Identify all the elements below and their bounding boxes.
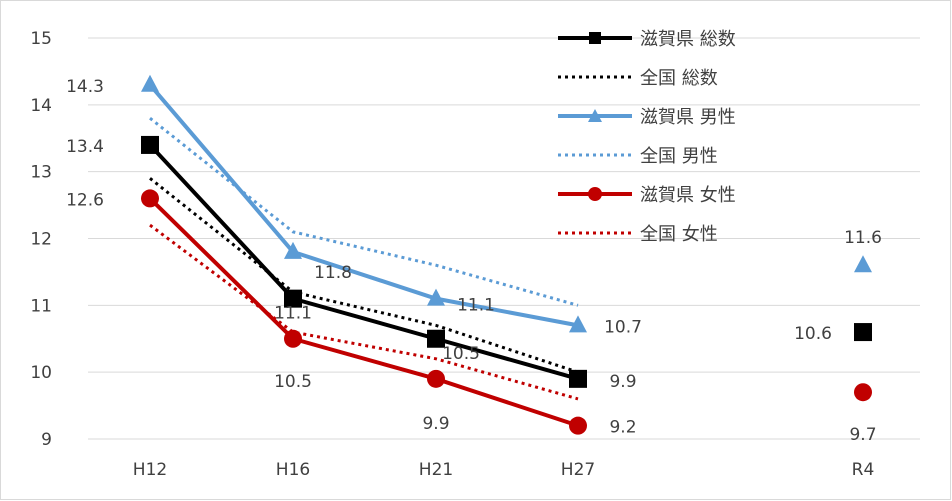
- x-tick-label: H21: [419, 460, 453, 480]
- x-tick-label: H16: [276, 460, 310, 480]
- data-label: 11.8: [314, 263, 352, 283]
- data-label: 9.9: [609, 372, 636, 392]
- data-point-triangle: [427, 288, 445, 306]
- series-5: [141, 189, 872, 435]
- data-label: 9.7: [849, 425, 876, 445]
- data-point-triangle: [284, 241, 302, 259]
- legend-entry: 滋賀県 女性: [558, 185, 736, 206]
- data-label: 11.1: [457, 296, 495, 316]
- series-1: [141, 135, 872, 388]
- series-2: [149, 177, 579, 374]
- data-label: 9.2: [609, 418, 636, 438]
- y-tick-label: 15: [30, 29, 52, 49]
- series-line: [148, 83, 579, 328]
- legend-label: 滋賀県 総数: [640, 29, 736, 50]
- data-label: 11.1: [274, 304, 312, 324]
- data-label: 14.3: [66, 77, 104, 97]
- data-point-triangle: [569, 315, 587, 333]
- data-point-square: [427, 329, 445, 348]
- x-tick-label: H12: [133, 460, 167, 480]
- data-point-circle: [141, 189, 159, 208]
- y-tick-label: 11: [30, 296, 52, 316]
- data-label: 9.9: [422, 414, 449, 434]
- series-line: [148, 196, 579, 428]
- legend-label: 滋賀県 女性: [640, 185, 736, 206]
- data-labels: 13.4 11.1 10.5 9.9 10.6 14.3 11.8 11.1 10.7 11.6 1…: [66, 77, 882, 445]
- series-4: [149, 117, 579, 307]
- data-point-square: [854, 323, 872, 342]
- series-line: [149, 117, 579, 307]
- data-point-square: [141, 135, 159, 154]
- legend-marker: [588, 109, 602, 122]
- legend-label: 全国 女性: [640, 224, 718, 245]
- data-point-triangle: [854, 255, 872, 273]
- y-tick-label: 12: [30, 230, 52, 250]
- series-3: [141, 74, 872, 333]
- legend-marker: [589, 32, 601, 44]
- legend-entry: 滋賀県 男性: [558, 107, 736, 128]
- legend-entry: 滋賀県 総数: [558, 29, 736, 50]
- y-tick-label: 13: [30, 163, 52, 183]
- data-label: 11.6: [844, 228, 882, 248]
- data-label: 10.6: [794, 324, 832, 344]
- legend-entry: 全国 女性: [558, 224, 718, 245]
- series-line: [148, 143, 579, 381]
- x-tick-label: H27: [561, 460, 595, 480]
- data-point-circle: [284, 329, 302, 348]
- data-label: 12.6: [66, 190, 104, 210]
- x-tick-label: R4: [852, 460, 875, 480]
- legend-entry: 全国 総数: [558, 68, 718, 89]
- y-axis-tick-labels: 9 10 11 12 13 14 15: [30, 29, 52, 450]
- data-point-circle: [427, 369, 445, 388]
- series-line: [149, 177, 579, 374]
- legend-label: 全国 男性: [640, 146, 718, 167]
- x-axis-tick-labels: H12 H16 H21 H27 R4: [133, 460, 875, 480]
- y-tick-label: 14: [30, 96, 52, 116]
- legend-marker: [588, 187, 602, 201]
- data-point-circle: [569, 416, 587, 435]
- data-label: 13.4: [66, 137, 104, 157]
- data-label: 10.5: [442, 344, 480, 364]
- data-point-square: [569, 369, 587, 388]
- legend-entry: 全国 男性: [558, 146, 718, 167]
- data-point-circle: [854, 383, 872, 402]
- data-label: 10.5: [274, 372, 312, 392]
- series-layer: [141, 74, 872, 435]
- data-label: 10.7: [604, 317, 642, 337]
- data-point-square: [284, 289, 302, 308]
- legend-label: 滋賀県 男性: [640, 107, 736, 128]
- data-point-triangle: [141, 74, 159, 92]
- legend-label: 全国 総数: [640, 68, 718, 89]
- y-tick-label: 10: [30, 363, 52, 383]
- y-tick-label: 9: [41, 430, 52, 450]
